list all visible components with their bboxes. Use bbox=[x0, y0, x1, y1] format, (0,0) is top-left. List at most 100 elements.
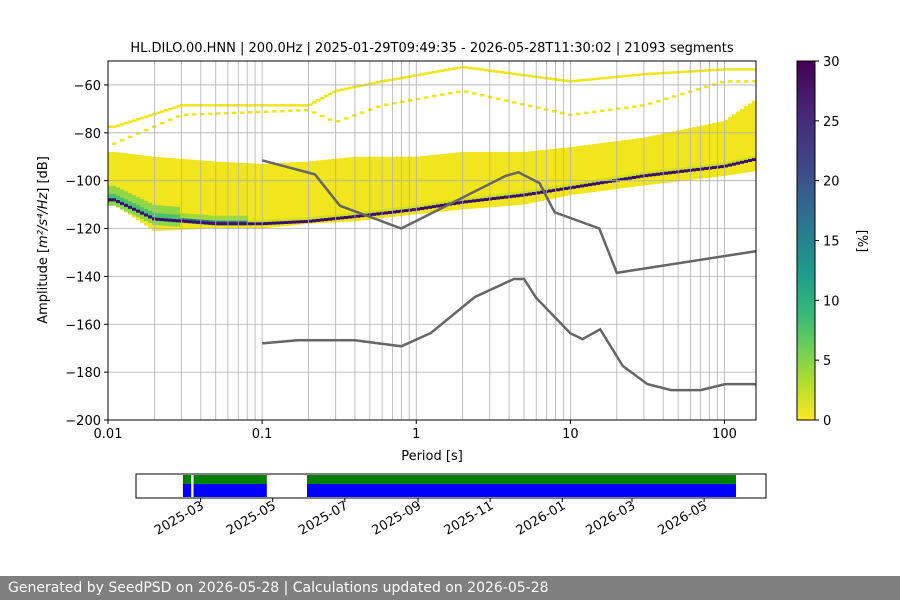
density-cell bbox=[384, 79, 389, 82]
density-cell bbox=[488, 95, 493, 99]
density-cell bbox=[428, 205, 433, 209]
density-cell bbox=[672, 71, 677, 74]
density-cell bbox=[288, 162, 293, 226]
density-cell bbox=[392, 210, 397, 214]
density-cell bbox=[256, 110, 261, 114]
density-cell bbox=[492, 151, 497, 207]
density-cell bbox=[752, 68, 756, 71]
density-cell bbox=[324, 159, 329, 223]
density-cell bbox=[136, 132, 141, 135]
density-cell bbox=[252, 104, 257, 107]
density-cell bbox=[308, 219, 313, 223]
x-axis-ticks: 0.01 0.1 1 10 100 bbox=[94, 420, 737, 442]
density-cell bbox=[684, 70, 689, 73]
density-cell bbox=[632, 175, 637, 179]
density-cell bbox=[184, 104, 189, 107]
density-cell bbox=[752, 80, 756, 83]
density-cell bbox=[520, 73, 525, 77]
density-cell bbox=[312, 111, 317, 114]
density-cell bbox=[444, 153, 449, 212]
density-cell bbox=[464, 66, 469, 69]
density-cell bbox=[128, 201, 133, 210]
density-cell bbox=[208, 221, 213, 225]
density-cell bbox=[172, 214, 177, 223]
density-cell bbox=[624, 106, 629, 109]
density-cell bbox=[644, 137, 649, 186]
density-cell bbox=[284, 221, 289, 225]
density-cell bbox=[496, 70, 501, 73]
density-cell bbox=[120, 197, 125, 206]
density-cell bbox=[128, 153, 133, 215]
density-cell bbox=[736, 161, 741, 165]
density-cell bbox=[384, 156, 389, 218]
x-tick-label: 10 bbox=[562, 427, 579, 442]
density-cell bbox=[132, 207, 137, 211]
density-cell bbox=[144, 115, 149, 118]
density-cell bbox=[580, 145, 585, 194]
plot-frame bbox=[107, 60, 757, 421]
density-cell bbox=[652, 72, 657, 75]
density-cell bbox=[536, 106, 541, 109]
density-cell bbox=[444, 68, 449, 72]
density-cell bbox=[500, 196, 505, 200]
density-cell bbox=[352, 114, 357, 117]
density-cell bbox=[532, 191, 537, 195]
density-cell bbox=[320, 218, 325, 222]
density-cell bbox=[120, 152, 125, 210]
density-cell bbox=[724, 164, 729, 168]
density-cell bbox=[600, 143, 605, 191]
density-cell bbox=[208, 161, 213, 229]
x-tick-label: 1 bbox=[412, 427, 420, 442]
density-cell bbox=[372, 212, 377, 216]
density-cell bbox=[396, 210, 401, 214]
density-cell bbox=[176, 115, 181, 118]
availability-bars bbox=[182, 475, 736, 497]
density-cell bbox=[504, 99, 509, 102]
density-cell bbox=[408, 75, 413, 78]
density-cell bbox=[332, 90, 337, 94]
density-cell bbox=[156, 157, 161, 231]
density-cell bbox=[480, 151, 485, 208]
density-cell bbox=[728, 163, 733, 167]
density-cell bbox=[240, 104, 245, 107]
colorbar-tick-label: 10 bbox=[823, 294, 840, 309]
density-cell bbox=[732, 68, 737, 71]
density-cell bbox=[576, 112, 581, 116]
colorbar-tick-label: 0 bbox=[823, 414, 831, 429]
density-cell bbox=[616, 75, 621, 78]
density-cell bbox=[592, 144, 597, 192]
density-cell bbox=[276, 221, 281, 225]
density-cell bbox=[372, 156, 377, 220]
density-cell bbox=[716, 122, 721, 177]
density-cell bbox=[356, 156, 361, 221]
density-cell bbox=[312, 101, 317, 104]
density-cell bbox=[660, 172, 665, 176]
density-cell bbox=[704, 85, 709, 89]
density-cell bbox=[500, 71, 505, 74]
density-cell bbox=[332, 158, 337, 223]
density-cell bbox=[140, 211, 145, 215]
density-cell bbox=[144, 213, 149, 217]
density-cell bbox=[580, 184, 585, 188]
density-cell bbox=[140, 155, 145, 223]
density-cell bbox=[296, 109, 301, 112]
density-cell bbox=[108, 151, 113, 205]
density-cell bbox=[692, 69, 697, 73]
density-cell bbox=[656, 134, 661, 184]
density-cell bbox=[176, 158, 181, 231]
density-cell bbox=[644, 72, 649, 76]
density-cell bbox=[316, 218, 321, 222]
density-cell bbox=[460, 200, 465, 204]
density-cell bbox=[108, 198, 113, 202]
density-cell bbox=[272, 104, 277, 107]
density-cell bbox=[700, 69, 705, 73]
density-cell bbox=[508, 195, 513, 199]
density-cell bbox=[372, 81, 377, 85]
availability-blue-bar bbox=[193, 484, 267, 497]
density-cell bbox=[700, 125, 705, 179]
density-cell bbox=[436, 204, 441, 208]
density-cell bbox=[448, 91, 453, 95]
density-cell bbox=[388, 210, 393, 214]
density-cell bbox=[648, 72, 653, 76]
density-cell bbox=[664, 71, 669, 75]
